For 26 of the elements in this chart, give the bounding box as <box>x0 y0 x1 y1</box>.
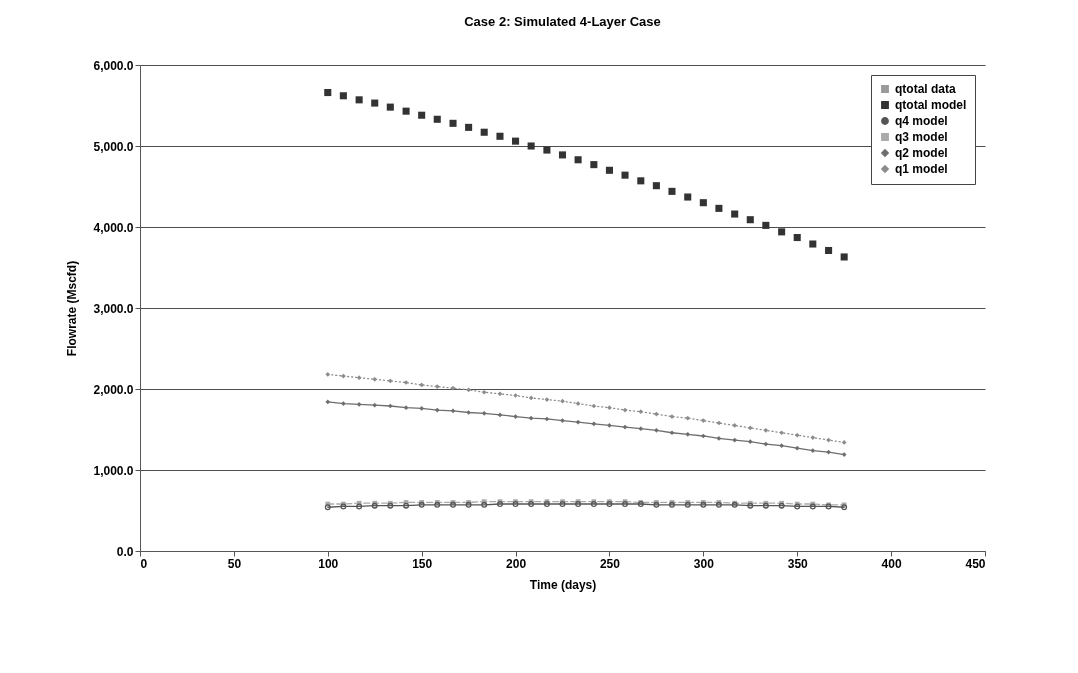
y-tick-label: 3,000.0 <box>93 301 134 316</box>
legend-label: q4 model <box>895 114 948 128</box>
y-tick-label: 5,000.0 <box>93 139 134 154</box>
x-tick-label: 300 <box>693 556 715 571</box>
legend-label: q1 model <box>895 162 948 176</box>
x-tick-label: 0 <box>140 556 148 571</box>
x-axis-title: Time (days) <box>529 577 597 592</box>
y-tick-label: 2,000.0 <box>93 382 134 397</box>
legend-label: q3 model <box>895 130 948 144</box>
y-tick-label: 6,000.0 <box>93 58 134 73</box>
x-tick-label: 150 <box>412 556 433 571</box>
y-tick-label: 0.0 <box>116 544 134 559</box>
x-tick-label: 450 <box>965 556 986 571</box>
y-tick-label: 1,000.0 <box>93 463 134 478</box>
x-tick-label: 50 <box>227 556 242 571</box>
x-tick-label: 350 <box>787 556 809 571</box>
legend-label: qtotal data <box>895 82 956 96</box>
y-tick-label: 4,000.0 <box>93 220 134 235</box>
x-tick-label: 100 <box>318 556 339 571</box>
x-tick-label: 200 <box>506 556 527 571</box>
legend-label: qtotal model <box>895 98 967 112</box>
y-axis-title: Flowrate (Mscfd) <box>65 260 80 357</box>
x-tick-label: 250 <box>599 556 621 571</box>
chart-title: Case 2: Simulated 4-Layer Case <box>464 14 661 29</box>
legend-label: q2 model <box>895 146 948 160</box>
x-tick-label: 400 <box>881 556 902 571</box>
